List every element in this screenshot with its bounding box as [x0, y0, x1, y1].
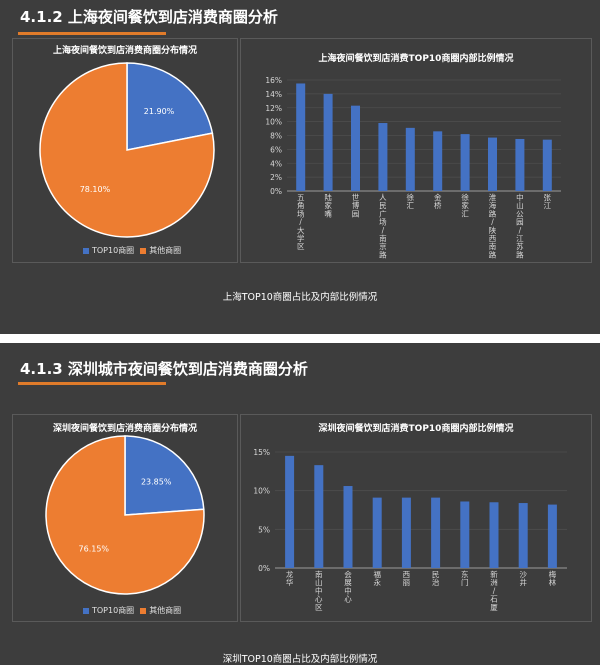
bar [343, 486, 353, 568]
x-tick-label: 民治 [432, 570, 440, 587]
x-tick-label: 五角场/大学区 [297, 193, 305, 251]
shenzhen-section-title: 4.1.3 深圳城市夜间餐饮到店消费商圈分析 [20, 360, 308, 378]
shenzhen-panel: 4.1.3 深圳城市夜间餐饮到店消费商圈分析 深圳夜间餐饮到店消费商圈分布情况 … [0, 343, 600, 665]
x-tick-label: 新洲/石厦 [490, 569, 498, 612]
shenzhen-bar-title: 深圳夜间餐饮到店消费TOP10商圈内部比例情况 [318, 424, 514, 434]
x-tick-label: 中山公园/江苏路 [516, 192, 524, 259]
shanghai-legend: TOP10商圈 其他商圈 [83, 245, 181, 256]
x-tick-label: 张江 [544, 193, 552, 210]
x-tick-label: 金桥 [434, 192, 442, 210]
x-tick-label: 世博园 [352, 192, 360, 218]
y-tick-label: 15% [253, 448, 270, 457]
shenzhen-bar-chart: 0% 5% 10% 15% 龙华 南山中心区 会展中心 福永 西丽 民治 东门 新洲/石厦 沙井 梅林 [253, 448, 567, 612]
pie-label-top10: 23.85% [141, 477, 172, 486]
shanghai-section-title: 4.1.2 上海夜间餐饮到店消费商圈分析 [20, 8, 278, 26]
y-tick-label: 10% [265, 118, 282, 127]
pie-label-other: 78.10% [80, 185, 111, 194]
legend-swatch-other [140, 247, 147, 254]
bar [460, 134, 470, 191]
y-tick-label: 14% [265, 90, 282, 99]
x-tick-label: 陆家嘴 [324, 192, 332, 218]
shenzhen-pie-title: 深圳夜间餐饮到店消费商圈分布情况 [52, 424, 197, 434]
y-tick-label: 5% [258, 525, 270, 534]
bar [542, 139, 552, 191]
y-tick-label: 12% [265, 104, 282, 113]
x-tick-label: 西丽 [403, 570, 411, 587]
y-tick-label: 16% [265, 76, 282, 85]
legend-swatch-top10 [83, 247, 89, 254]
x-tick-label: 徐家汇 [461, 192, 469, 218]
shanghai-caption: 上海TOP10商圈占比及内部比例情况 [222, 292, 378, 303]
x-tick-label: 龙华 [286, 569, 294, 587]
bar [431, 497, 441, 568]
bar [378, 123, 388, 191]
bar [351, 105, 360, 191]
shanghai-title-underline [18, 32, 166, 35]
bar [515, 138, 525, 191]
x-tick-label: 淮海路/陕西南路 [489, 192, 497, 259]
y-tick-label: 8% [270, 132, 282, 141]
bar [372, 497, 382, 568]
bar [314, 465, 324, 568]
bar [547, 504, 557, 568]
pie-slice-top10 [126, 62, 214, 151]
shenzhen-pie-chart: 23.85% 76.15% [45, 435, 205, 595]
shanghai-panel: 4.1.2 上海夜间餐饮到店消费商圈分析 上海夜间餐饮到店消费商圈分布情况 21… [0, 0, 600, 334]
bar [460, 501, 470, 568]
x-tick-label: 会展中心 [344, 569, 352, 604]
bar [405, 127, 415, 191]
bar [488, 137, 497, 191]
y-tick-label: 2% [270, 173, 282, 182]
legend-swatch-other [140, 607, 147, 614]
y-tick-label: 0% [270, 187, 282, 196]
y-tick-label: 0% [258, 564, 270, 573]
shenzhen-caption: 深圳TOP10商圈占比及内部比例情况 [222, 654, 378, 665]
pie-slice-other [39, 62, 215, 238]
bar [433, 131, 443, 191]
bar [296, 83, 306, 191]
x-tick-label: 福永 [373, 570, 381, 587]
legend-swatch-top10 [83, 607, 89, 614]
bar [323, 93, 333, 191]
pie-label-top10: 21.90% [144, 107, 175, 116]
pie-label-other: 76.15% [79, 545, 110, 554]
shanghai-pie-title: 上海夜间餐饮到店消费商圈分布情况 [52, 46, 197, 56]
bar [285, 455, 295, 568]
x-tick-label: 沙井 [519, 570, 527, 587]
x-tick-label: 徐汇 [407, 192, 415, 210]
y-tick-label: 4% [270, 159, 282, 168]
bar [518, 503, 528, 568]
shanghai-bar-title: 上海夜间餐饮到店消费TOP10商圈内部比例情况 [318, 54, 514, 64]
legend-label-other: 其他商圈 [149, 246, 182, 255]
shenzhen-legend: TOP10商圈 其他商圈 [83, 605, 181, 616]
bar [489, 502, 499, 568]
x-tick-label: 梅林 [549, 569, 557, 587]
x-tick-label: 人民广场/南京路 [379, 193, 387, 259]
shanghai-pie-box: 上海夜间餐饮到店消费商圈分布情况 21.90% 78.10% TOP10商圈 其他… [12, 38, 238, 263]
y-tick-label: 10% [253, 487, 270, 496]
legend-label-top10: TOP10商圈 [92, 606, 135, 615]
shanghai-bar-box: 上海夜间餐饮到店消费TOP10商圈内部比例情况 0% 2% 4% 6% 8% 10% 12%… [240, 38, 592, 263]
legend-label-other: 其他商圈 [149, 606, 182, 615]
pie-slice-other [45, 435, 205, 595]
shanghai-pie-chart: 21.90% 78.10% [39, 62, 215, 238]
bar [401, 497, 411, 568]
shanghai-bar-chart: 0% 2% 4% 6% 8% 10% 12% 14% 16% 五角场/大学区 陆家嘴 世博园 人民广场/… [265, 76, 561, 259]
shenzhen-title-underline [18, 382, 166, 385]
shenzhen-bar-box: 深圳夜间餐饮到店消费TOP10商圈内部比例情况 0% 5% 10% 15% 龙华 南山中心… [240, 414, 592, 622]
y-tick-label: 6% [270, 145, 282, 154]
x-tick-label: 东门 [461, 569, 469, 587]
x-tick-label: 南山中心区 [315, 569, 323, 612]
legend-label-top10: TOP10商圈 [92, 246, 135, 255]
shenzhen-pie-box: 深圳夜间餐饮到店消费商圈分布情况 23.85% 76.15% TOP10商圈 其他… [12, 414, 238, 622]
pie-slice-top10 [124, 435, 205, 516]
